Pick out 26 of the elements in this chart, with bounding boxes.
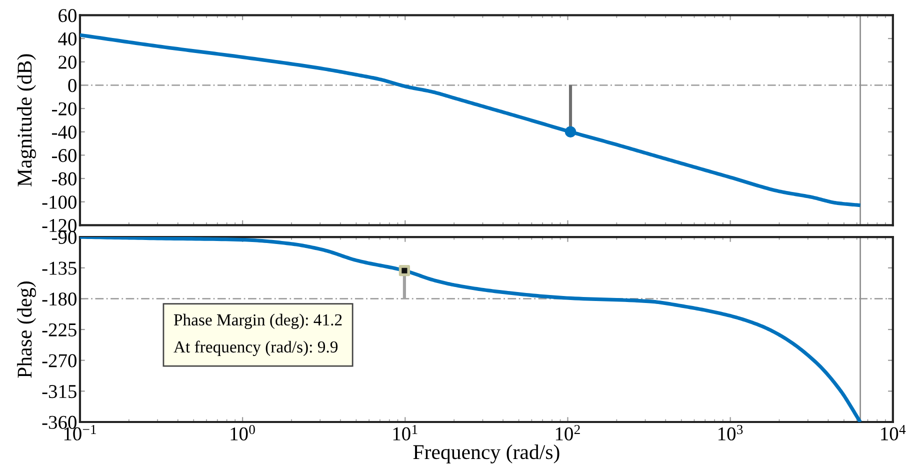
y-tick-label: -315 xyxy=(42,385,76,398)
x-tick-label: 10$^{2}$ xyxy=(556,424,580,440)
y-tick-label: 40 xyxy=(58,32,76,46)
x-tick-label: 10$^{0}$ xyxy=(230,424,255,440)
y-tick-label: -60 xyxy=(52,148,76,162)
x-axis-title: Frequency (rad/s) xyxy=(413,444,560,464)
y-axis-title: Magnitude (dB) xyxy=(17,54,36,186)
y-tick-label: -20 xyxy=(52,102,76,116)
y-tick-label: -360 xyxy=(42,416,76,429)
y-tick-label: -90 xyxy=(52,230,76,244)
y-tick-label: -120 xyxy=(42,218,76,232)
y-tick-label: -180 xyxy=(42,292,76,306)
y-tick-label: 20 xyxy=(58,56,76,69)
y-tick-label: -225 xyxy=(42,323,76,336)
x-tick-label: 10$^{1}$ xyxy=(393,424,418,440)
y-tick-label: -40 xyxy=(52,126,76,139)
annotation: Phase Margin (deg): 41.2 At frequency (rad/s): 9.9 xyxy=(174,314,342,356)
x-tick-label: 10$^{4}$ xyxy=(881,424,906,440)
y-tick-label: -270 xyxy=(42,354,76,368)
y-tick-label: 60 xyxy=(58,9,76,22)
y-tick-label: 0 xyxy=(68,79,76,92)
x-tick-label: 10$^{3}$ xyxy=(718,424,743,440)
y-axis-title: Phase (deg) xyxy=(17,282,36,378)
y-tick-label: -135 xyxy=(42,262,76,275)
y-tick-label: -80 xyxy=(52,172,76,186)
y-tick-label: -100 xyxy=(42,196,76,209)
